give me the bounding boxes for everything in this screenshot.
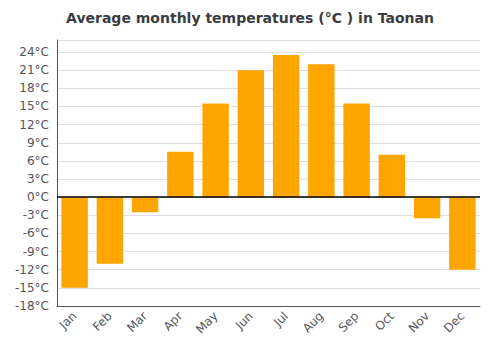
svg-text:24°C: 24°C bbox=[19, 45, 49, 59]
svg-text:Mar: Mar bbox=[124, 309, 150, 335]
svg-text:12°C: 12°C bbox=[19, 118, 49, 132]
svg-text:-12°C: -12°C bbox=[15, 263, 49, 277]
svg-text:-15°C: -15°C bbox=[15, 281, 49, 295]
svg-text:Jul: Jul bbox=[270, 309, 291, 330]
svg-text:Dec: Dec bbox=[441, 309, 467, 335]
svg-text:Jan: Jan bbox=[56, 309, 80, 333]
svg-text:Apr: Apr bbox=[161, 309, 186, 334]
svg-text:0°C: 0°C bbox=[27, 190, 49, 204]
svg-text:Oct: Oct bbox=[372, 309, 397, 334]
svg-text:Average monthly temperatures (: Average monthly temperatures (°C ) in Ta… bbox=[66, 10, 434, 26]
svg-text:Aug: Aug bbox=[300, 309, 326, 335]
svg-text:15°C: 15°C bbox=[19, 99, 49, 113]
svg-text:-18°C: -18°C bbox=[15, 299, 49, 313]
svg-text:21°C: 21°C bbox=[19, 63, 49, 77]
svg-text:Jun: Jun bbox=[232, 309, 256, 333]
svg-text:-9°C: -9°C bbox=[23, 245, 49, 259]
svg-text:6°C: 6°C bbox=[27, 154, 49, 168]
svg-text:18°C: 18°C bbox=[19, 81, 49, 95]
svg-text:3°C: 3°C bbox=[27, 172, 49, 186]
svg-text:-6°C: -6°C bbox=[23, 226, 49, 240]
svg-text:Sep: Sep bbox=[336, 309, 362, 335]
svg-text:Feb: Feb bbox=[90, 309, 115, 334]
svg-text:May: May bbox=[193, 309, 220, 336]
svg-text:Nov: Nov bbox=[406, 309, 432, 335]
svg-text:9°C: 9°C bbox=[27, 136, 49, 150]
svg-text:-3°C: -3°C bbox=[23, 208, 49, 222]
